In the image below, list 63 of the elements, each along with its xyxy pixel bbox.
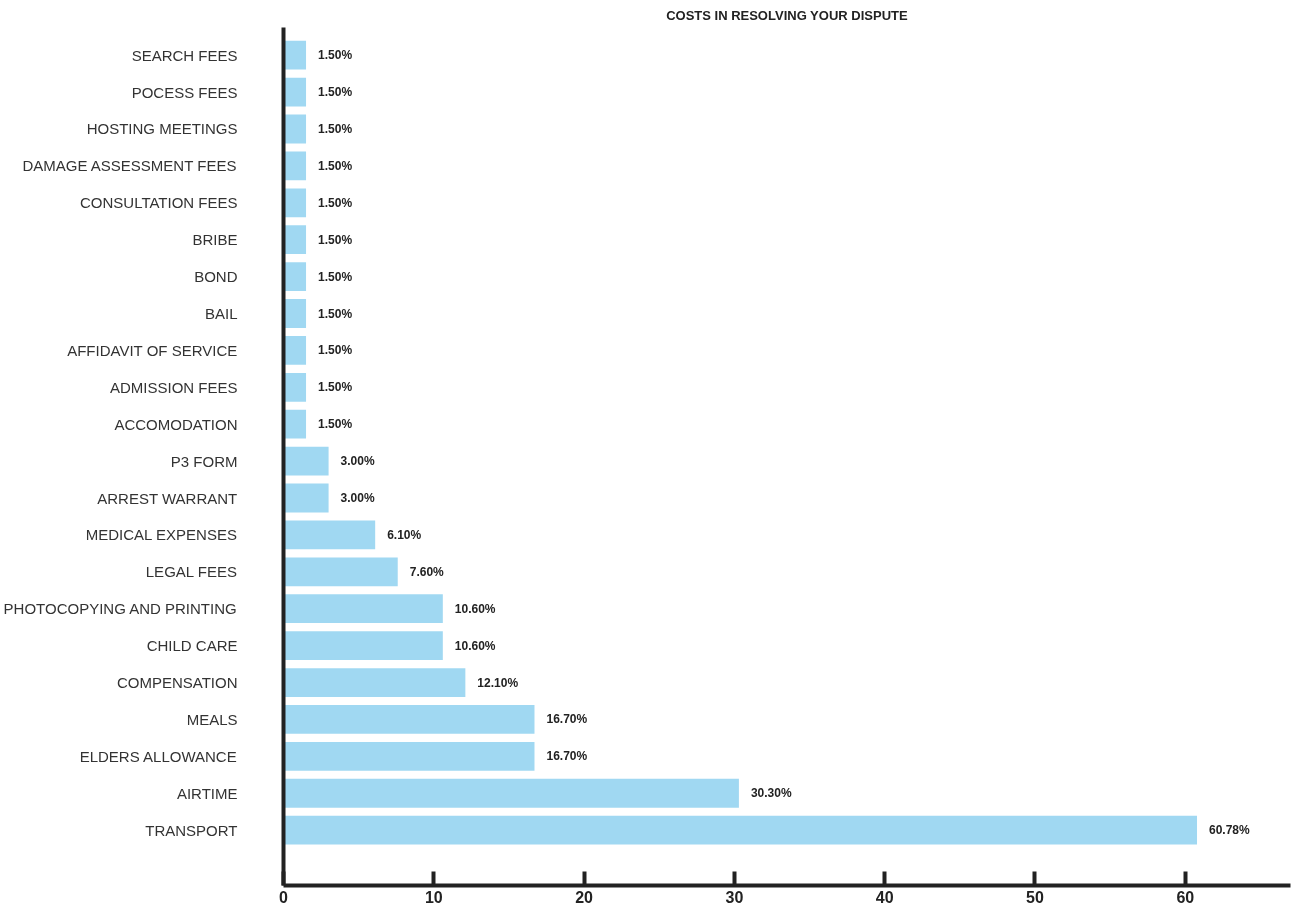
y-tick-label: CHILD CARE [146, 637, 238, 655]
data-label: 1.50% [318, 380, 353, 395]
data-label: 1.50% [318, 269, 353, 284]
bar [283, 705, 535, 734]
data-label: 10.60% [454, 638, 496, 653]
y-tick-label: P3 FORM [170, 452, 238, 470]
bar [283, 631, 443, 661]
y-tick-label: ADMISSION FEES [109, 378, 238, 396]
x-tick-label: 30 [725, 888, 744, 906]
y-tick-label: ELDERS ALLOWANCE [79, 747, 237, 765]
y-tick-label: CONSULTATION FEES [79, 194, 238, 212]
y-tick-label: LEGAL FEES [145, 563, 237, 581]
data-label: 7.60% [409, 564, 445, 579]
bar [283, 778, 739, 808]
data-label: 16.70% [546, 749, 588, 764]
data-label: 1.50% [318, 85, 353, 100]
bar [283, 557, 398, 587]
data-label: 1.50% [318, 158, 353, 173]
bar [283, 483, 329, 513]
bar [283, 668, 466, 697]
x-tick-label: 20 [575, 888, 594, 906]
y-tick-label: ARREST WARRANT [97, 489, 238, 507]
bar [283, 741, 535, 771]
y-tick-label: HOSTING MEETINGS [86, 120, 238, 138]
y-tick-label: SEARCH FEES [131, 46, 238, 64]
y-tick-label: MEDICAL EXPENSES [85, 526, 237, 544]
data-label: 6.10% [387, 527, 422, 542]
data-label: 3.00% [340, 491, 375, 506]
y-tick-label: BRIBE [192, 231, 238, 249]
x-tick-label: 0 [279, 888, 289, 906]
bar [283, 815, 1198, 845]
x-tick-label: 10 [424, 888, 443, 906]
data-label: 1.50% [318, 343, 353, 358]
y-tick-label: AIRTIME [176, 784, 238, 802]
y-tick-label: AFFIDAVIT OF SERVICE [67, 341, 238, 359]
data-label: 1.50% [318, 232, 353, 247]
y-tick-label: TRANSPORT [145, 821, 238, 839]
data-label: 1.50% [318, 121, 353, 136]
y-tick-label: BAIL [204, 305, 238, 322]
x-tick-label: 50 [1026, 888, 1044, 906]
bar [283, 446, 329, 476]
data-label: 60.78% [1209, 823, 1251, 838]
x-tick-label: 60 [1176, 888, 1195, 906]
data-label: 16.70% [546, 712, 588, 727]
y-tick-label: ACCOMODATION [114, 415, 238, 433]
data-label: 1.50% [318, 306, 353, 321]
data-label: 10.60% [454, 601, 496, 616]
y-tick-label: DAMAGE ASSESSMENT FEES [22, 157, 237, 175]
y-tick-label: PHOTOCOPYING AND PRINTING [3, 600, 237, 618]
data-label: 30.30% [750, 786, 792, 801]
bar [283, 594, 443, 624]
x-tick-label: 40 [875, 888, 894, 906]
data-label: 1.50% [318, 48, 353, 63]
y-tick-label: MEALS [186, 710, 238, 728]
bar [283, 520, 376, 550]
data-label: 1.50% [318, 417, 353, 432]
y-tick-label: BOND [194, 268, 238, 286]
y-tick-label: COMPENSATION [116, 674, 238, 692]
chart-title: COSTS IN RESOLVING YOUR DISPUTE [666, 7, 908, 23]
data-label: 3.00% [340, 454, 375, 469]
data-label: 12.10% [477, 675, 519, 690]
data-label: 1.50% [318, 195, 353, 210]
y-tick-label: POCESS FEES [131, 83, 238, 101]
